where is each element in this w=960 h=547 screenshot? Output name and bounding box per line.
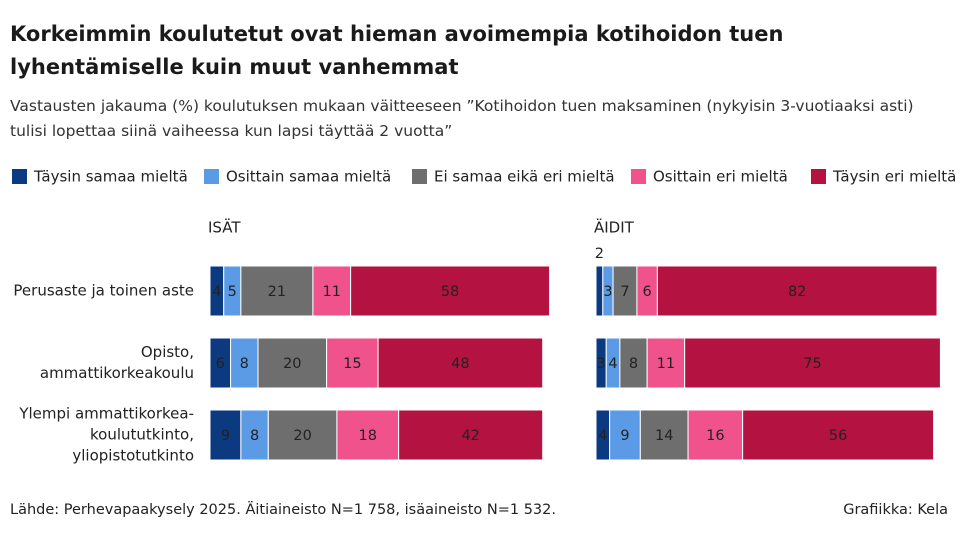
value-label: 7 — [620, 284, 629, 300]
value-label: 4 — [598, 428, 607, 444]
bar-segment — [609, 409, 641, 461]
bar-segment — [209, 409, 242, 461]
category-label: Ylempi ammattikorkea- koulututkinto, yli… — [19, 404, 194, 465]
bar-segment — [684, 337, 941, 389]
value-label: 8 — [629, 356, 638, 372]
value-label: 56 — [829, 428, 847, 444]
legend-label: Täysin eri mieltä — [832, 168, 956, 186]
title: Korkeimmin koulutetut ovat hieman avoime… — [10, 22, 784, 79]
legend-swatch — [631, 169, 646, 184]
bar-segment — [350, 265, 551, 317]
panel-title: ÄIDIT — [594, 218, 635, 237]
value-label: 11 — [323, 284, 341, 300]
legend-label: Osittain eri mieltä — [653, 168, 788, 186]
value-label: 16 — [706, 428, 724, 444]
source: Lähde: Perhevapaakysely 2025. Äitiaineis… — [10, 500, 556, 518]
bar-segment — [267, 409, 338, 461]
value-label: 6 — [216, 356, 225, 372]
bar-segment — [687, 409, 744, 461]
value-label: 14 — [655, 428, 673, 444]
bar-segment — [377, 337, 544, 389]
value-label: 20 — [283, 356, 301, 372]
bar-segment — [326, 337, 379, 389]
value-label: 9 — [620, 428, 629, 444]
bar-segment — [656, 265, 938, 317]
legend-swatch — [204, 169, 219, 184]
bar-segment — [398, 409, 544, 461]
credit: Grafiikka: Kela — [843, 502, 948, 518]
legend-label: Täysin samaa mieltä — [33, 168, 188, 186]
value-label: 2 — [595, 246, 604, 262]
value-label: 20 — [293, 428, 311, 444]
value-label: 3 — [603, 284, 612, 300]
legend-swatch — [12, 169, 27, 184]
value-label: 6 — [643, 284, 652, 300]
value-label: 8 — [240, 356, 249, 372]
bar-segment — [257, 337, 328, 389]
legend-label: Ei samaa eikä eri mieltä — [434, 168, 615, 186]
value-label: 42 — [461, 428, 479, 444]
value-label: 8 — [250, 428, 259, 444]
value-label: 11 — [657, 356, 675, 372]
category-label: Opisto, ammattikorkeakoulu — [39, 343, 194, 382]
legend-swatch — [811, 169, 826, 184]
bar-segment — [230, 337, 259, 389]
value-label: 5 — [228, 284, 237, 300]
panel-title: ISÄT — [208, 218, 241, 237]
bar-segment — [595, 265, 604, 317]
value-label: 4 — [212, 284, 221, 300]
value-label: 48 — [451, 356, 469, 372]
bar-segment — [639, 409, 689, 461]
value-label: 4 — [608, 356, 617, 372]
legend-label: Osittain samaa mieltä — [226, 168, 391, 186]
bar-segment — [240, 265, 314, 317]
value-label: 18 — [359, 428, 377, 444]
value-label: 58 — [441, 284, 459, 300]
bar-segment — [312, 265, 352, 317]
value-label: 3 — [596, 356, 605, 372]
category-label: Perusaste ja toinen aste — [13, 281, 194, 300]
bar-segment — [619, 337, 648, 389]
value-label: 9 — [221, 428, 230, 444]
subtitle: Vastausten jakauma (%) koulutuksen mukaa… — [10, 97, 914, 140]
value-label: 15 — [343, 356, 361, 372]
bar-segment — [742, 409, 935, 461]
value-label: 21 — [268, 284, 286, 300]
value-label: 75 — [803, 356, 821, 372]
legend-swatch — [412, 169, 427, 184]
value-label: 82 — [788, 284, 806, 300]
